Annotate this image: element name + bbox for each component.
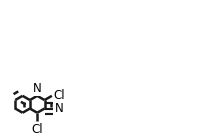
Text: N: N	[55, 102, 64, 115]
Text: N: N	[33, 82, 42, 95]
Text: Cl: Cl	[31, 123, 43, 136]
Text: Cl: Cl	[54, 89, 65, 102]
